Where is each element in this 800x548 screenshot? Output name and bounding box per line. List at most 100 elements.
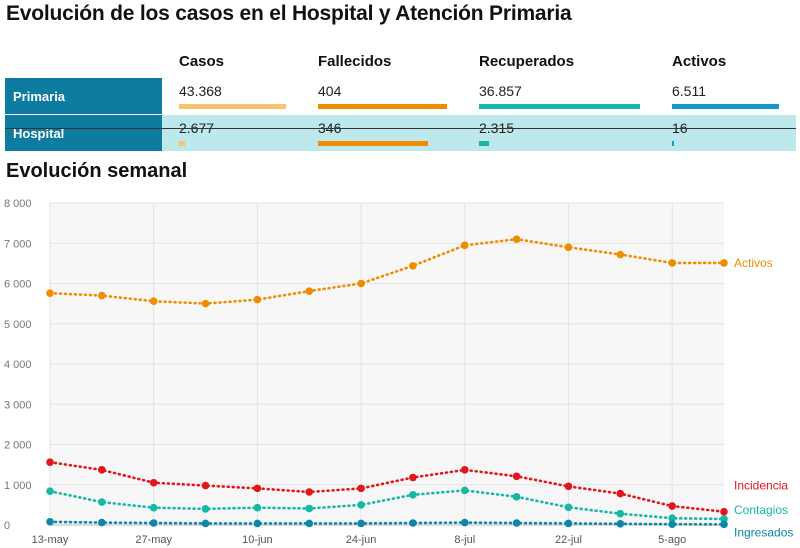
point-incidencia [564, 482, 573, 491]
point-contagios [46, 487, 54, 495]
point-activos [253, 295, 262, 304]
series-label-activos: Activos [734, 256, 773, 270]
point-activos [668, 259, 676, 267]
y-tick-label: 6 000 [4, 279, 32, 291]
point-incidencia [460, 466, 469, 474]
cell-hospital-casos: 2.677 [179, 120, 214, 146]
point-contagios [460, 486, 469, 495]
x-tick-label: 22-jul [555, 534, 582, 546]
table-row-primaria: Primaria 43.368 404 36.857 6.511 [5, 78, 796, 114]
point-incidencia [149, 478, 158, 487]
point-contagios [409, 491, 417, 499]
bar-primaria-casos [179, 104, 286, 109]
point-incidencia [46, 458, 54, 467]
cell-primaria-casos: 43.368 [179, 83, 286, 109]
cell-primaria-recuperados: 36.857 [479, 83, 640, 109]
cell-hospital-activos: 16 [672, 120, 688, 146]
point-contagios [357, 501, 365, 509]
y-tick-label: 3 000 [4, 399, 32, 411]
point-ingresados [564, 519, 573, 528]
bar-hospital-casos [179, 141, 185, 146]
point-contagios [720, 515, 728, 523]
x-tick-label: 5-ago [658, 534, 686, 546]
series-label-contagios: Contagios [734, 503, 788, 517]
point-ingresados [409, 519, 417, 527]
point-ingresados [357, 519, 365, 528]
point-contagios [305, 504, 314, 513]
bar-primaria-recuperados [479, 104, 640, 109]
point-incidencia [98, 466, 106, 474]
y-tick-label: 8 000 [4, 198, 32, 210]
point-contagios [149, 503, 158, 512]
point-activos [512, 235, 521, 244]
weekly-line-chart: 0 1 000 2 000 3 000 4 000 5 000 6 000 7 000 8 00… [4, 198, 793, 546]
point-ingresados [98, 518, 106, 527]
point-contagios [512, 493, 521, 501]
value-primaria-activos: 6.511 [672, 83, 706, 99]
point-contagios [616, 509, 625, 518]
bar-hospital-recuperados [479, 141, 489, 146]
series-label-ingresados: Ingresados [734, 525, 793, 539]
bar-hospital-activos [672, 141, 674, 146]
x-tick-label: 10-jun [242, 534, 273, 546]
y-tick-label: 2 000 [4, 440, 32, 452]
x-tick-label: 13-may [32, 534, 69, 546]
point-activos [46, 289, 54, 297]
series-line-contagios [48, 489, 726, 521]
y-tick-label: 7 000 [4, 238, 32, 250]
point-activos [460, 241, 469, 250]
point-activos [98, 291, 106, 300]
point-activos [616, 250, 625, 259]
cell-hospital-fallecidos: 346 [318, 120, 428, 146]
header-activos: Activos [672, 53, 727, 70]
point-incidencia [357, 484, 365, 493]
point-ingresados [512, 519, 521, 527]
point-incidencia [253, 484, 262, 493]
point-incidencia [409, 473, 417, 482]
point-incidencia [305, 488, 314, 496]
point-ingresados [305, 519, 314, 528]
y-tick-label: 0 [4, 520, 10, 532]
bar-primaria-fallecidos [318, 104, 447, 109]
y-tick-label: 4 000 [4, 359, 32, 371]
series-label-incidencia: Incidencia [734, 479, 788, 493]
value-primaria-recuperados: 36.857 [479, 83, 522, 99]
table-header: Casos Fallecidos Recuperados Activos [5, 50, 796, 78]
point-activos [201, 299, 210, 308]
bar-primaria-activos [672, 104, 779, 109]
point-ingresados [253, 519, 262, 528]
value-primaria-fallecidos: 404 [318, 83, 342, 99]
point-ingresados [460, 518, 469, 527]
point-activos [409, 261, 417, 270]
x-tick-label: 8-jul [454, 534, 475, 546]
y-tick-label: 1 000 [4, 480, 32, 492]
header-recuperados: Recuperados [479, 53, 575, 70]
point-activos [357, 279, 365, 288]
cell-primaria-fallecidos: 404 [318, 83, 447, 109]
point-ingresados [616, 519, 625, 528]
bar-hospital-fallecidos [318, 141, 428, 146]
point-activos [564, 243, 573, 252]
point-incidencia [201, 481, 210, 490]
point-ingresados [46, 517, 54, 526]
header-casos: Casos [179, 53, 225, 70]
value-primaria-casos: 43.368 [179, 83, 222, 99]
point-contagios [201, 505, 210, 513]
header-fallecidos: Fallecidos [318, 53, 392, 70]
point-incidencia [512, 472, 521, 481]
cell-primaria-activos: 6.511 [672, 83, 779, 109]
point-contagios [564, 503, 573, 512]
series-line-ingresados [48, 520, 726, 526]
point-ingresados [720, 520, 728, 529]
series-line-incidencia [48, 460, 726, 514]
x-tick-label: 24-jun [346, 534, 377, 546]
point-activos [305, 287, 314, 295]
point-contagios [253, 503, 262, 512]
row-label-primaria: Primaria [5, 78, 162, 114]
cell-hospital-recuperados: 2.315 [479, 120, 514, 146]
point-activos [149, 297, 158, 306]
series-line-activos [48, 237, 726, 305]
y-tick-label: 5 000 [4, 319, 32, 331]
point-incidencia [720, 507, 728, 516]
table-bottom-border [5, 128, 796, 129]
